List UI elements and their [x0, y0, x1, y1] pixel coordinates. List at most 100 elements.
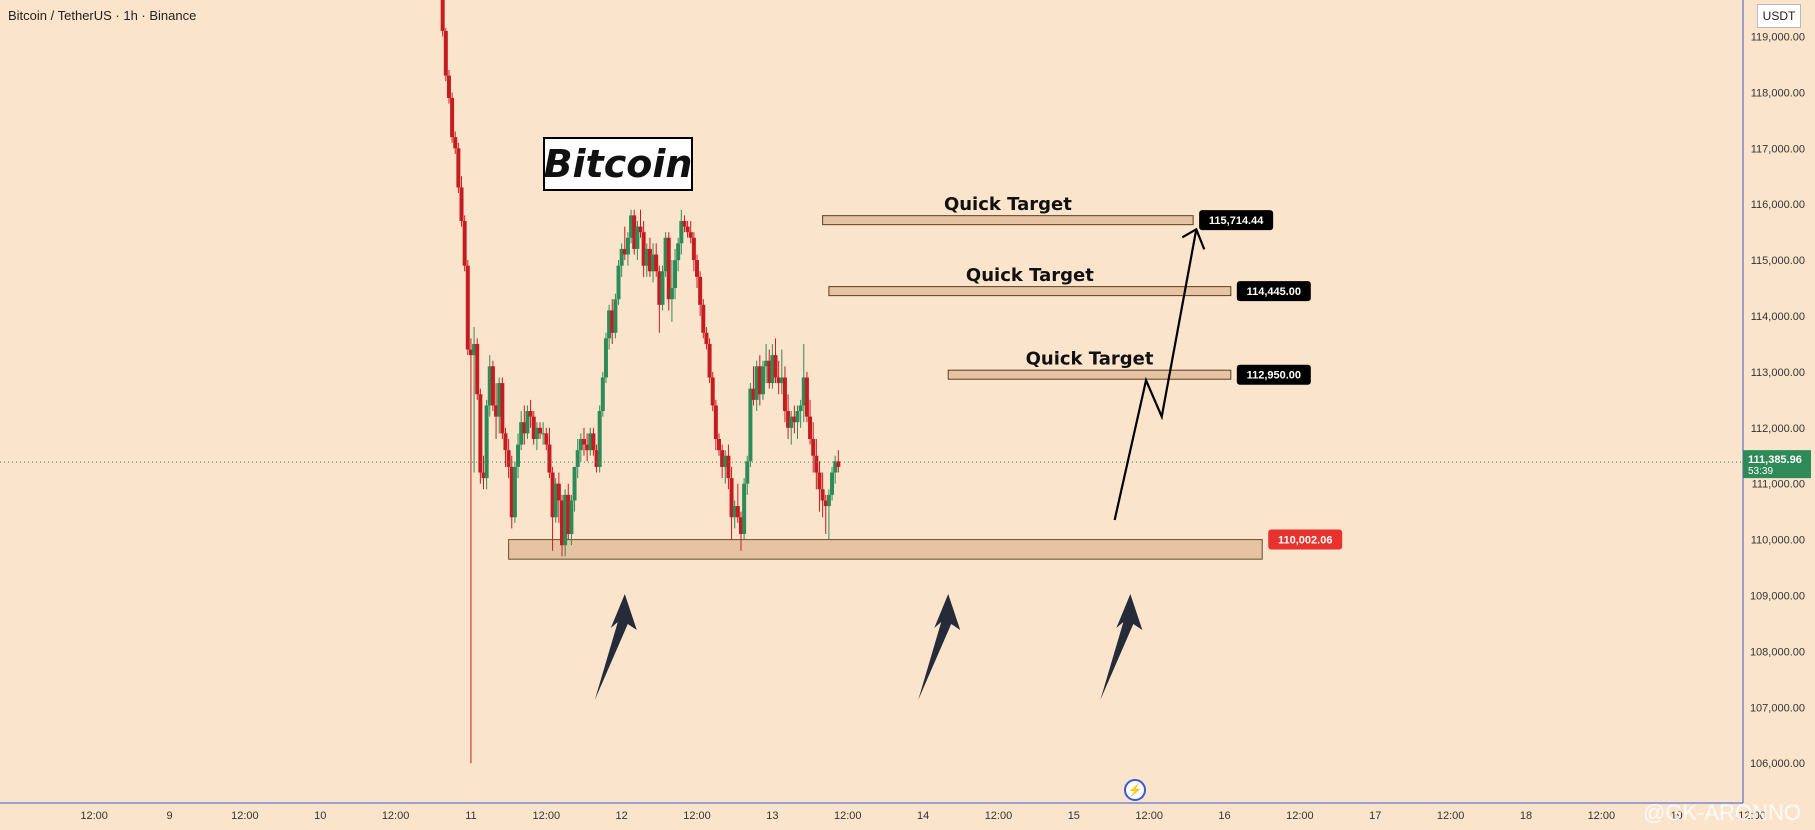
- candle: [566, 483, 571, 540]
- candle-body: [685, 226, 690, 233]
- candle: [459, 176, 464, 227]
- candle-body: [814, 455, 819, 473]
- candle-body: [651, 254, 656, 272]
- price-tick-label: 109,000.00: [1750, 591, 1805, 603]
- candle: [597, 405, 602, 473]
- time-tick-label: 12:00: [834, 810, 862, 822]
- candle: [647, 237, 652, 277]
- candle-body: [666, 237, 671, 300]
- bar-countdown-label: 53:39: [1748, 466, 1773, 477]
- price-tick-label: 111,000.00: [1752, 479, 1805, 491]
- time-tick-label: 12:00: [985, 810, 1013, 822]
- candle-body: [525, 411, 530, 434]
- candle-body: [830, 472, 835, 495]
- quick-target-zone[interactable]: [828, 286, 1232, 297]
- candle: [534, 422, 539, 451]
- candle: [735, 483, 740, 523]
- candle: [814, 438, 819, 490]
- candle: [560, 494, 564, 557]
- candle-body: [443, 30, 448, 76]
- candle: [795, 405, 800, 439]
- time-tick-label: 11: [465, 810, 476, 822]
- candle-body: [764, 360, 769, 367]
- price-tick-label: 118,000.00: [1751, 87, 1805, 99]
- candle: [503, 427, 508, 467]
- candle: [654, 243, 659, 277]
- candle-body: [723, 455, 728, 467]
- candle-body: [547, 444, 552, 473]
- candle: [823, 494, 828, 535]
- candle-body: [792, 416, 797, 423]
- currency-unit-button[interactable]: USDT: [1757, 4, 1801, 28]
- candle: [490, 360, 495, 412]
- candle-body: [625, 237, 630, 255]
- candle: [581, 427, 586, 456]
- candle: [484, 399, 489, 490]
- candle-body: [717, 438, 721, 451]
- candle-body: [544, 433, 549, 445]
- candle: [641, 220, 646, 277]
- time-axis: 12:00 9 12:00 10 12:00 11 12:00 12 12:00 13 12:00 1…: [80, 810, 1765, 822]
- candle: [522, 405, 527, 445]
- candle: [616, 260, 621, 305]
- candle-body: [742, 483, 747, 535]
- candle-body: [450, 97, 455, 138]
- projection-arrowhead: [1181, 227, 1206, 250]
- candle-body: [691, 237, 696, 261]
- candle-body: [713, 405, 718, 439]
- candle-body: [826, 494, 831, 507]
- candle: [603, 332, 608, 384]
- candle: [698, 271, 703, 316]
- candle: [600, 371, 605, 417]
- candle-body: [538, 427, 543, 434]
- candle-body: [468, 349, 473, 356]
- candle: [585, 433, 590, 462]
- candle-body: [622, 248, 627, 255]
- candle-body: [644, 248, 649, 266]
- time-tick-label: 17: [1369, 810, 1381, 822]
- candle-body: [729, 478, 734, 518]
- candle: [660, 265, 665, 311]
- candle-body: [782, 377, 787, 412]
- candle-body: [453, 137, 458, 149]
- candle: [569, 494, 574, 546]
- quick-target-label: Quick Target: [944, 194, 1072, 215]
- candle: [578, 433, 583, 462]
- candle: [500, 377, 505, 439]
- price-badges: 115,714.44 114,445.00 112,950.00 110,002.06…: [1199, 210, 1811, 550]
- candle-body: [635, 226, 640, 249]
- candle-body: [695, 260, 700, 277]
- level-price-label: 114,445.00: [1247, 286, 1301, 298]
- candle-body: [497, 383, 502, 417]
- price-tick-label: 108,000.00: [1750, 646, 1805, 658]
- quick-target-zone[interactable]: [947, 369, 1232, 380]
- candle: [748, 383, 753, 467]
- lightning-icon[interactable]: ⚡: [1124, 779, 1146, 801]
- support-zone[interactable]: [508, 539, 1263, 560]
- quick-target-zone[interactable]: [822, 215, 1194, 226]
- support-arrow: [1100, 594, 1143, 700]
- candle: [732, 500, 737, 529]
- candle-body: [550, 472, 555, 518]
- candle: [757, 355, 762, 406]
- time-tick-label: 13: [766, 810, 778, 822]
- candle-body: [619, 248, 624, 266]
- candle: [830, 466, 835, 501]
- candle-body: [801, 377, 806, 406]
- candle-body: [509, 466, 514, 518]
- price-tick-label: 110,000.00: [1751, 535, 1805, 547]
- candle-body: [823, 500, 828, 507]
- candle-body: [808, 416, 813, 439]
- price-axis: 106,000.00 107,000.00 108,000.00 109,000.00…: [1750, 32, 1805, 771]
- level-price-badge: [1236, 364, 1311, 385]
- candle-body: [663, 237, 668, 272]
- candle-body: [585, 444, 590, 451]
- candle-body: [754, 366, 759, 400]
- time-tick-label: 12:00: [1135, 810, 1163, 822]
- candle: [776, 360, 781, 395]
- candle: [742, 478, 747, 540]
- candle: [468, 338, 473, 764]
- candle-body: [490, 366, 495, 406]
- candle: [782, 366, 787, 423]
